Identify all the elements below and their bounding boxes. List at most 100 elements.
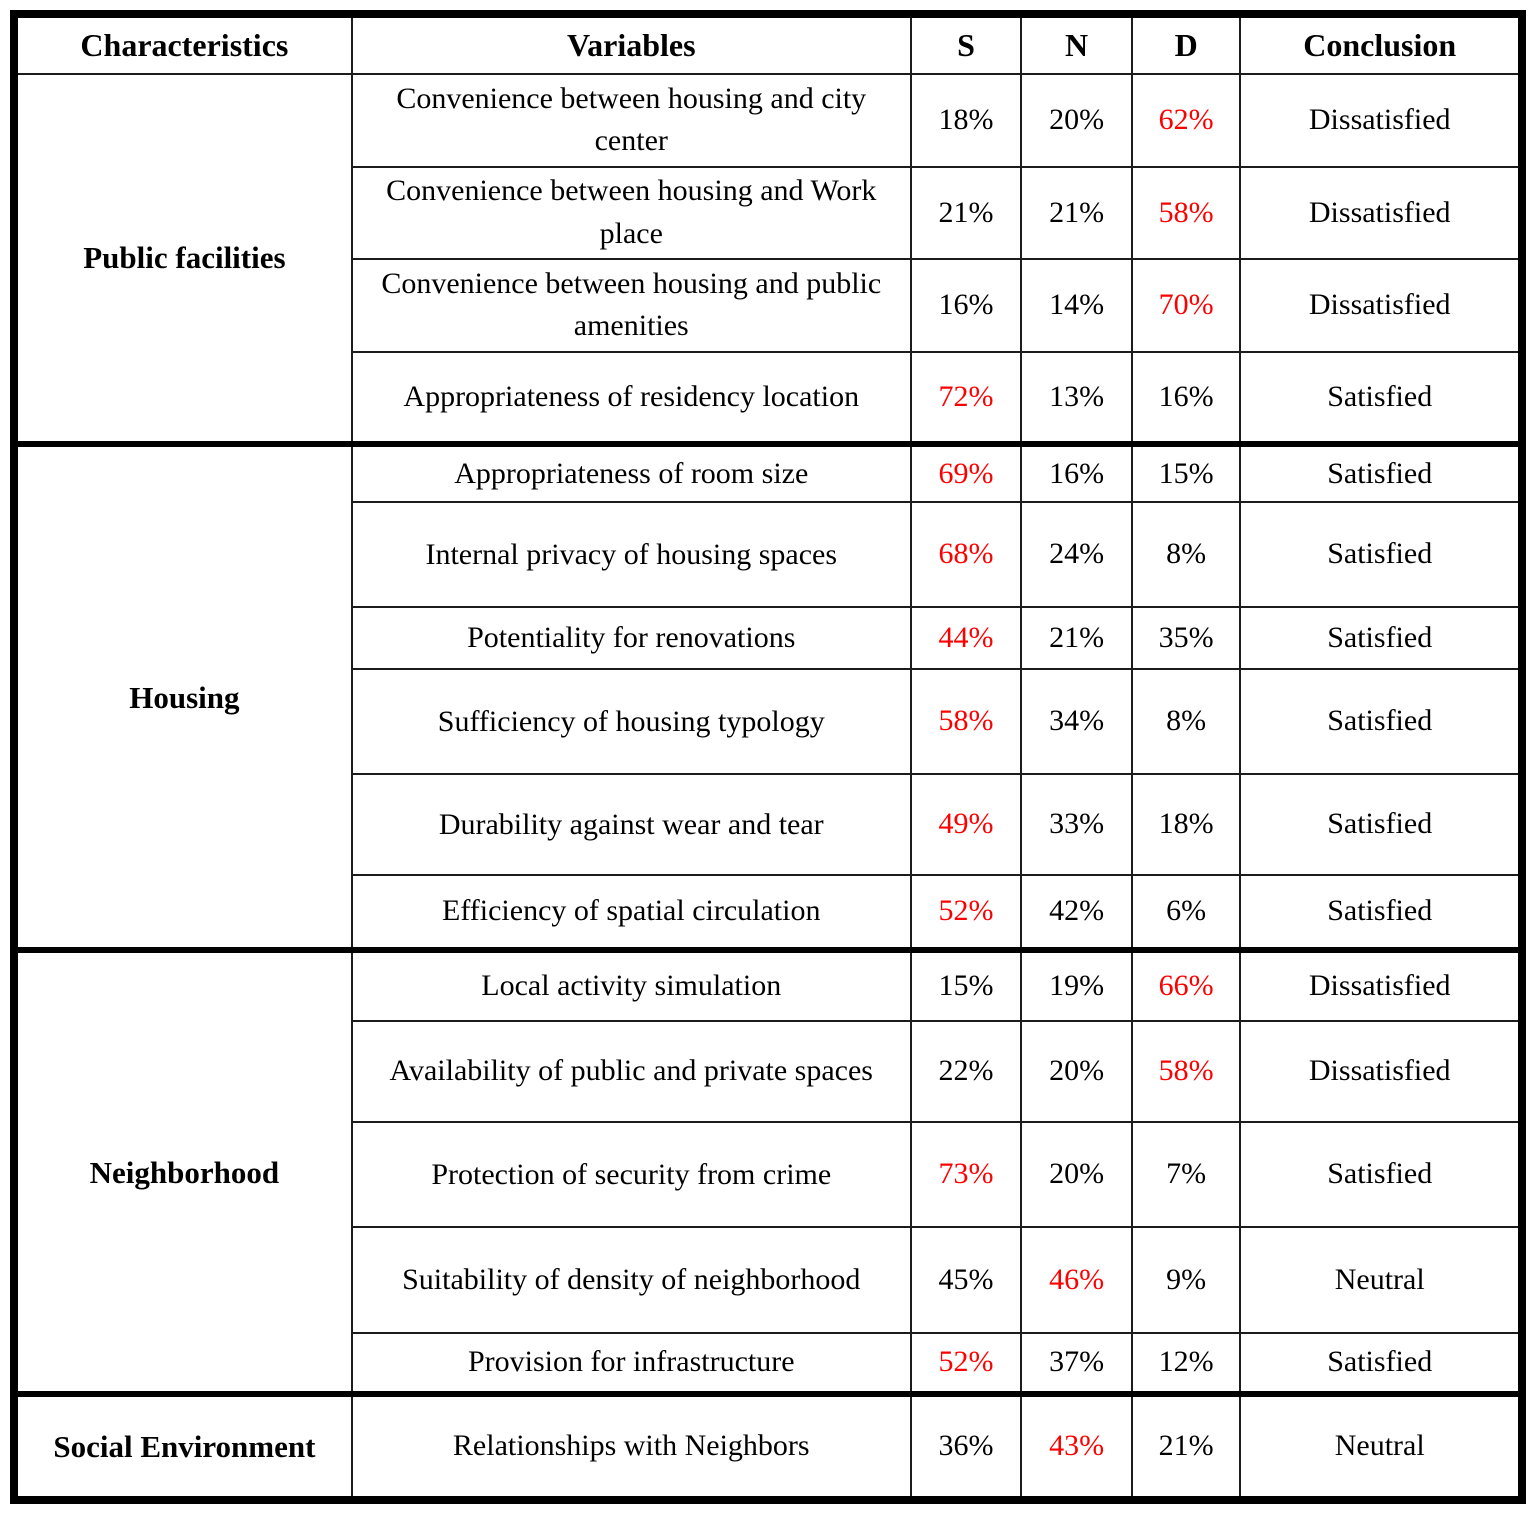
table-row: Sufficiency of housing typology 58% 34% …	[14, 667, 1523, 776]
d-value: 15%	[1130, 441, 1242, 503]
d-value: 62%	[1130, 73, 1242, 168]
variable-cell: Appropriateness of room size	[350, 441, 912, 503]
n-value: 33%	[1020, 773, 1133, 876]
characteristic-label: Public facilities	[83, 240, 286, 276]
variable-label: Efficiency of spatial circulation	[442, 894, 821, 928]
variable-cell: Internal privacy of housing spaces	[350, 500, 912, 609]
d-value: 16%	[1130, 350, 1242, 446]
conclusion-cell: Satisfied	[1239, 350, 1523, 446]
table-row: Availability of public and private space…	[14, 1019, 1523, 1123]
s-value: 15%	[909, 947, 1023, 1022]
conclusion-cell: Satisfied	[1239, 667, 1523, 776]
table-header: Characteristics Variables S N D Conclusi…	[13, 13, 1523, 75]
table-row: Convenience between housing and Work pla…	[14, 165, 1523, 261]
table-row: Social Environment Relationships with Ne…	[13, 1391, 1523, 1501]
table-row: Appropriateness of residency location 72…	[14, 350, 1523, 446]
characteristic-label: Housing	[129, 679, 240, 715]
conclusion-cell: Satisfied	[1239, 873, 1523, 952]
conclusion-cell: Dissatisfied	[1239, 947, 1523, 1022]
d-value: 58%	[1130, 165, 1242, 261]
s-value: 21%	[909, 165, 1023, 261]
n-value: 20%	[1020, 1019, 1133, 1123]
n-value: 37%	[1020, 1331, 1133, 1396]
d-value: 6%	[1130, 873, 1242, 952]
variable-label: Potentiality for renovations	[467, 620, 796, 654]
n-value: 24%	[1020, 500, 1133, 609]
conclusion-cell: Dissatisfied	[1239, 73, 1523, 168]
s-value: 72%	[909, 350, 1023, 446]
n-value: 34%	[1020, 667, 1133, 776]
n-value: 42%	[1020, 873, 1133, 952]
conclusion-cell: Satisfied	[1239, 1331, 1523, 1396]
d-value: 8%	[1130, 667, 1242, 776]
characteristic-cell: Neighborhood	[13, 947, 353, 1396]
header-row: Characteristics Variables S N D Conclusi…	[13, 13, 1523, 75]
table-row: Efficiency of spatial circulation 52% 42…	[14, 873, 1523, 952]
n-value: 19%	[1020, 947, 1133, 1022]
n-value: 21%	[1020, 165, 1133, 261]
header-d: D	[1130, 13, 1242, 75]
conclusion-cell: Dissatisfied	[1239, 165, 1523, 261]
variable-label: Appropriateness of room size	[454, 456, 809, 490]
header-s: S	[909, 13, 1023, 75]
conclusion-cell: Neutral	[1239, 1391, 1523, 1501]
d-value: 35%	[1130, 606, 1242, 670]
variable-label: Internal privacy of housing spaces	[425, 537, 838, 571]
s-value: 18%	[909, 73, 1023, 168]
conclusion-cell: Satisfied	[1239, 606, 1523, 670]
table-row: Public facilities Convenience between ho…	[13, 72, 1523, 446]
s-value: 69%	[909, 441, 1023, 503]
variable-cell: Suitability of density of neighborhood	[350, 1226, 912, 1334]
characteristic-label: Social Environment	[53, 1428, 316, 1464]
d-value: 21%	[1130, 1391, 1242, 1501]
variable-label: Convenience between housing and public a…	[381, 266, 882, 343]
d-value: 8%	[1130, 500, 1242, 609]
variable-cell: Relationships with Neighbors	[350, 1391, 912, 1501]
n-value: 43%	[1020, 1391, 1133, 1501]
variable-cell: Efficiency of spatial circulation	[350, 873, 912, 952]
table-row: Neighborhood Local activity simulation 1…	[13, 947, 1523, 1396]
header-characteristics: Characteristics	[13, 13, 353, 75]
conclusion-cell: Satisfied	[1239, 773, 1523, 876]
d-value: 9%	[1130, 1226, 1242, 1334]
variable-cell: Appropriateness of residency location	[350, 350, 912, 446]
d-value: 7%	[1130, 1120, 1242, 1229]
variable-cell: Provision for infrastructure	[350, 1331, 912, 1396]
variable-cell: Convenience between housing and Work pla…	[350, 165, 912, 261]
header-variables: Variables	[350, 13, 912, 75]
variable-label: Convenience between housing and city cen…	[396, 81, 867, 158]
variable-cell: Potentiality for renovations	[350, 606, 912, 670]
variable-cell: Local activity simulation	[350, 947, 912, 1022]
table-row: Durability against wear and tear 49% 33%…	[14, 773, 1523, 876]
s-value: 22%	[909, 1019, 1023, 1123]
s-value: 73%	[909, 1120, 1023, 1229]
table-row: Suitability of density of neighborhood 4…	[14, 1226, 1523, 1334]
variable-label: Durability against wear and tear	[438, 807, 824, 841]
s-value: 36%	[909, 1391, 1023, 1501]
characteristic-cell: Public facilities	[13, 72, 353, 446]
characteristic-cell: Housing	[13, 441, 353, 952]
variable-label: Relationships with Neighbors	[452, 1429, 810, 1463]
variable-cell: Availability of public and private space…	[350, 1019, 912, 1123]
n-value: 20%	[1020, 1120, 1133, 1229]
table-row: Convenience between housing and public a…	[14, 258, 1523, 353]
conclusion-cell: Satisfied	[1239, 1120, 1523, 1229]
table-row: Housing Appropriateness of room size 69%…	[13, 441, 1523, 952]
s-value: 49%	[909, 773, 1023, 876]
variable-label: Sufficiency of housing typology	[437, 704, 825, 738]
conclusion-cell: Neutral	[1239, 1226, 1523, 1334]
table-row: Potentiality for renovations 44% 21% 35%…	[14, 606, 1523, 670]
s-value: 44%	[909, 606, 1023, 670]
variable-label: Convenience between housing and Work pla…	[386, 174, 877, 250]
n-value: 20%	[1020, 73, 1133, 168]
table-row: Internal privacy of housing spaces 68% 2…	[14, 500, 1523, 609]
s-value: 16%	[909, 258, 1023, 353]
table-row: Provision for infrastructure 52% 37% 12%…	[14, 1331, 1523, 1396]
variable-label: Suitability of density of neighborhood	[402, 1263, 861, 1297]
variable-cell: Durability against wear and tear	[350, 773, 912, 876]
satisfaction-results-table: Characteristics Variables S N D Conclusi…	[10, 10, 1526, 1504]
s-value: 45%	[909, 1226, 1023, 1334]
s-value: 52%	[909, 873, 1023, 952]
d-value: 58%	[1130, 1019, 1242, 1123]
